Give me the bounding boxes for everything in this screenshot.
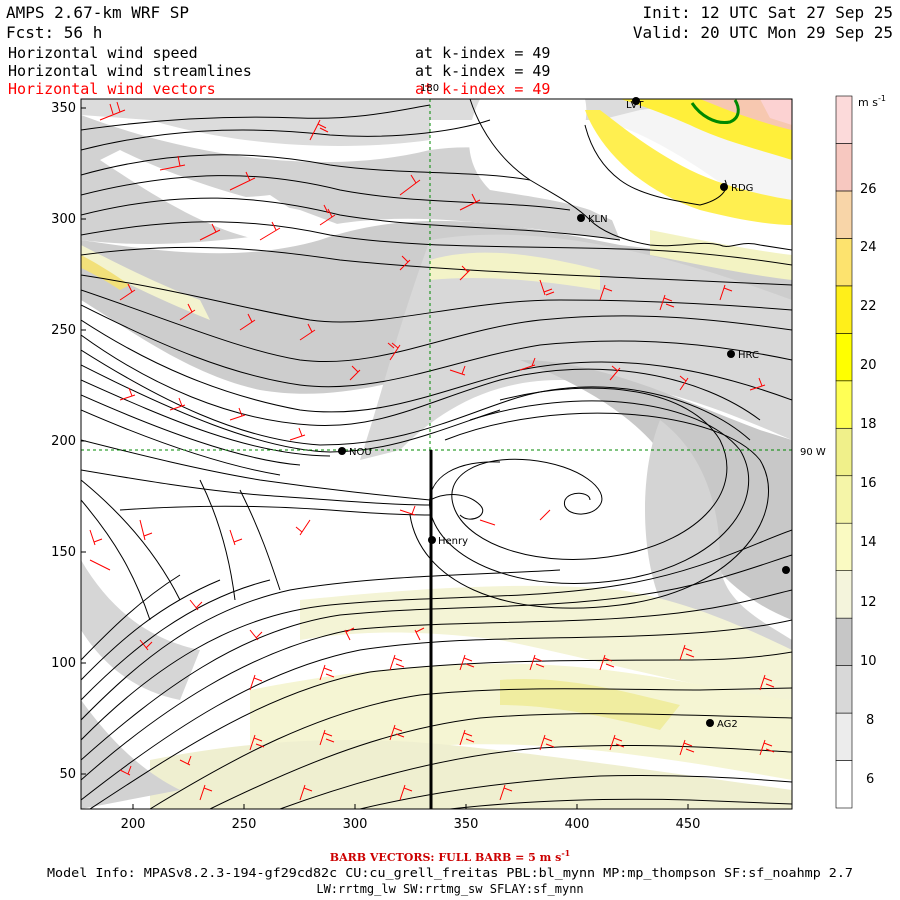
x-tick-label: 200 [121,817,146,832]
valid-time: Valid: 20 UTC Mon 29 Sep 25 [633,23,893,42]
x-axis: 200 250 300 350 400 450 [121,804,701,832]
colorbar-swatch [835,238,853,287]
plot-frame [80,98,793,810]
colorbar-tick: 14 [860,535,877,550]
svg-text:RDG: RDG [731,183,753,194]
field-streamlines-level: at k-index = 49 [415,62,550,80]
station-rdg: RDG [720,183,753,194]
svg-text:KLN: KLN [588,214,608,225]
x-tick-label: 250 [232,817,257,832]
field-vectors-level: at k-index = 49 [415,80,550,98]
parallel-label: 90 W [800,447,826,458]
y-tick-label: 50 [59,767,76,782]
colorbar-swatch [835,617,853,666]
model-info-line-2: LW:rrtmg_lw SW:rrtmg_sw SFLAY:sf_mynn [316,882,583,896]
colorbar-tick: 24 [860,240,877,255]
meridian-label: 180 [420,83,439,94]
station-lvt: LVT [626,97,644,111]
colorbar-swatch [835,665,853,714]
stations: LVT RDG KLN HRC NOU Henry AG2 [338,97,790,730]
station-ag2: AG2 [706,719,738,730]
model-info-line-1: Model Info: MPASv8.2.3-194-gf29cd82c CU:… [47,866,853,880]
init-time: Init: 12 UTC Sat 27 Sep 25 [643,3,893,22]
green-contour [690,99,740,125]
colorbar-swatch [835,333,853,382]
colorbar-tick: 16 [860,476,877,491]
y-axis: 350 300 250 200 150 100 50 [51,101,86,782]
wind-speed-shading [81,99,792,809]
y-tick-label: 350 [51,101,76,116]
colorbar-swatch [835,522,853,571]
station-nou: NOU [338,447,372,458]
colorbar-tick: 18 [860,417,877,432]
station-kln: KLN [577,214,608,225]
colorbar-swatch [835,143,853,192]
barb-caption: BARB VECTORS: FULL BARB = 5 m s-1 [330,848,570,864]
colorbar-swatch [835,475,853,524]
colorbar-swatch [835,712,853,761]
y-tick-label: 250 [51,323,76,338]
svg-text:LVT: LVT [626,100,644,111]
colorbar-swatch [835,760,853,809]
plot-area [81,99,792,809]
x-tick-label: 300 [343,817,368,832]
colorbar-swatch [835,427,853,477]
svg-text:HRC: HRC [738,350,759,361]
streamlines [81,104,792,809]
x-tick-label: 350 [454,817,479,832]
x-tick-label: 400 [565,817,590,832]
svg-text:AG2: AG2 [717,719,738,730]
colorbar-tick: 8 [866,713,874,728]
colorbar-tick: 6 [866,772,874,787]
colorbar-swatch [835,285,853,334]
colorbar-swatch [835,95,853,144]
svg-text:Henry: Henry [438,536,468,547]
colorbar-swatch [835,190,853,239]
coastline [469,99,792,251]
forecast-hour: Fcst: 56 h [6,23,102,42]
colorbar-tick: 26 [860,182,877,197]
colorbar-tick: 20 [860,358,877,373]
colorbar [835,95,853,809]
station-hrc: HRC [727,350,759,361]
station-henry: Henry [428,536,468,547]
field-wind-speed-level: at k-index = 49 [415,44,550,62]
wind-barbs [89,101,775,801]
colorbar-tick-labels: 26 24 22 20 18 16 14 12 10 8 6 [860,182,877,787]
colorbar-swatch [835,380,853,429]
colorbar-tick: 12 [860,595,877,610]
station-edge [782,566,790,574]
y-tick-label: 300 [51,212,76,227]
x-tick-label: 450 [676,817,701,832]
svg-text:NOU: NOU [349,447,372,458]
field-vectors-label: Horizontal wind vectors [8,80,216,98]
model-title: AMPS 2.67-km WRF SP [6,3,189,22]
colorbar-tick: 10 [860,654,877,669]
y-tick-label: 200 [51,434,76,449]
y-tick-label: 100 [51,656,76,671]
field-streamlines-label: Horizontal wind streamlines [8,62,252,80]
y-tick-label: 150 [51,545,76,560]
field-wind-speed-label: Horizontal wind speed [8,44,198,62]
colorbar-tick: 22 [860,299,877,314]
colorbar-units: m s-1 [858,94,886,109]
colorbar-swatch [835,570,853,619]
